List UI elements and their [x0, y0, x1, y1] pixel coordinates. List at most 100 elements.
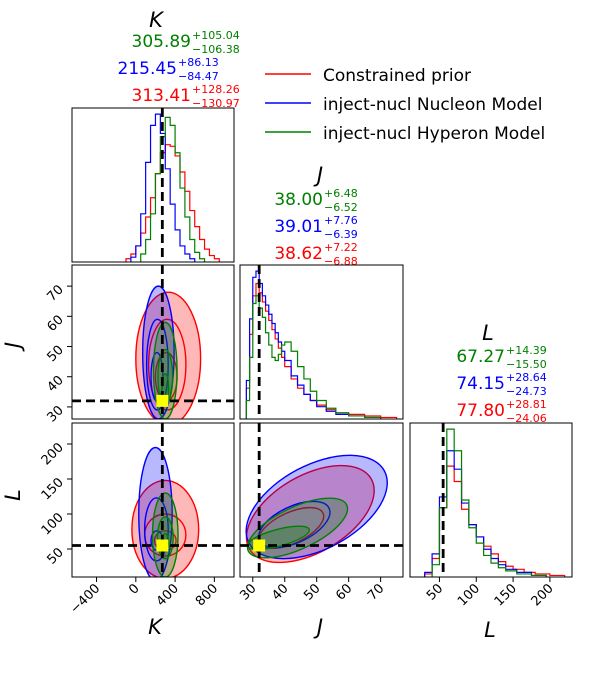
panel-k-hist-frame [71, 107, 235, 263]
panel-j-l-frame [239, 422, 404, 578]
hist-j-series-1 [245, 282, 398, 419]
title-k-plus-2: +86.13 [178, 56, 219, 69]
x-axis-j: 30 40 50 60 70 [237, 577, 387, 604]
x-tick-label-j-1: 40 [269, 581, 291, 603]
title-l: L 67.27 +14.39 −15.50 74.15 +28.64 −24.7… [456, 321, 546, 425]
x-tick-label-j-0: 30 [237, 581, 259, 603]
y-tick-label-l-2: 150 [39, 475, 67, 503]
contour-kl-series-3-level-1 [151, 492, 179, 577]
panel-l-hist: 50 100 150 200 L [409, 422, 573, 642]
title-k-plus-1: +105.04 [192, 29, 240, 42]
title-j-value-1: 38.00 [274, 190, 323, 210]
injected-marker-jl [253, 539, 266, 552]
y-axis-j-label: J [1, 342, 25, 352]
title-l-row-3: 77.80 +28.81 −24.06 [456, 398, 546, 425]
panel-j-hist-frame [239, 264, 404, 420]
hist-l-series-1 [424, 465, 566, 577]
injected-marker-kl [156, 539, 169, 552]
x-tick-label-l-2: 150 [492, 581, 520, 609]
x-tick-label-k-0: −400 [68, 581, 104, 617]
x-tick-label-j-4: 70 [365, 581, 387, 603]
panel-k-l-frame [71, 422, 235, 578]
x-axis-k: −400 0 400 800 [68, 577, 221, 617]
title-j-value-2: 39.01 [274, 217, 323, 237]
contour-jl-series-3-level-1 [246, 497, 349, 559]
legend: Constrained prior inject-nucl Nucleon Mo… [265, 66, 545, 144]
title-j-name: J [313, 163, 323, 187]
x-tick-label-k-2: 400 [154, 581, 182, 609]
title-j: J 38.00 +6.48 −6.52 39.01 +7.76 −6.39 38… [274, 163, 357, 268]
title-k-minus-2: −84.47 [178, 70, 219, 83]
title-l-value-2: 74.15 [456, 374, 505, 394]
hist-k-series-1 [125, 144, 220, 262]
title-k-value-1: 305.89 [132, 32, 191, 52]
title-j-row-2: 39.01 +7.76 −6.39 [274, 214, 357, 241]
x-tick-label-l-1: 100 [455, 581, 483, 609]
title-l-row-2: 74.15 +28.64 −24.73 [456, 371, 546, 398]
title-k-minus-3: −130.97 [192, 97, 240, 110]
title-l-row-1: 67.27 +14.39 −15.50 [456, 344, 546, 371]
title-l-value-1: 67.27 [456, 347, 505, 367]
panel-l-hist-content [424, 423, 566, 577]
panel-j-hist [239, 264, 404, 420]
panel-k-j: 30 40 50 60 70 J [1, 264, 235, 425]
title-k-row-2: 215.45 +86.13 −84.47 [118, 56, 219, 83]
y-tick-label-l-3: 200 [39, 440, 67, 468]
panel-k-l: 50 100 150 200 L −400 0 400 800 K [1, 422, 235, 639]
y-tick-label-l-1: 100 [39, 510, 67, 538]
x-tick-label-j-2: 50 [301, 581, 323, 603]
title-k-row-3: 313.41 +128.26 −130.97 [132, 83, 240, 110]
title-l-plus-1: +14.39 [506, 344, 547, 357]
x-tick-label-k-3: 800 [193, 581, 221, 609]
hist-j-series-3 [245, 295, 382, 419]
title-k-minus-1: −106.38 [192, 43, 240, 56]
panel-k-hist [71, 107, 235, 263]
title-l-plus-2: +28.64 [506, 371, 547, 384]
panel-k-hist-content [125, 108, 220, 262]
hist-k-series-2 [130, 113, 196, 262]
legend-label-nucleon: inject-nucl Nucleon Model [323, 95, 543, 115]
panel-j-hist-content [245, 265, 398, 419]
hist-k-series-3 [140, 116, 206, 262]
x-tick-label-k-1: 0 [126, 581, 142, 597]
title-j-value-3: 38.62 [274, 244, 323, 264]
x-axis-l: 50 100 150 200 [424, 577, 557, 609]
panel-k-l-content [72, 423, 234, 577]
x-axis-k-label: K [148, 615, 164, 639]
x-tick-label-l-0: 50 [424, 581, 446, 603]
title-k-row-1: 305.89 +105.04 −106.38 [132, 29, 240, 56]
title-j-plus-3: +7.22 [324, 241, 358, 254]
title-j-plus-1: +6.48 [324, 187, 358, 200]
title-l-minus-3: −24.06 [506, 412, 547, 425]
title-j-plus-2: +7.76 [324, 214, 358, 227]
y-tick-label-j-4: 70 [45, 282, 67, 304]
title-j-row-1: 38.00 +6.48 −6.52 [274, 187, 357, 214]
panel-k-j-frame [71, 264, 235, 420]
title-k: K 305.89 +105.04 −106.38 215.45 +86.13 −… [118, 8, 240, 110]
title-l-minus-2: −24.73 [506, 385, 547, 398]
y-tick-label-j-2: 50 [45, 343, 67, 365]
title-j-minus-1: −6.52 [324, 201, 358, 214]
y-axis-l: 50 100 150 200 [39, 440, 72, 568]
hist-j-series-2 [245, 270, 382, 419]
y-tick-label-j-3: 60 [45, 313, 67, 335]
y-tick-label-l-0: 50 [45, 545, 67, 567]
title-j-minus-2: −6.39 [324, 228, 358, 241]
title-l-value-3: 77.80 [456, 401, 505, 421]
y-tick-label-j-0: 30 [45, 403, 67, 425]
y-tick-label-j-1: 40 [45, 373, 67, 395]
x-tick-label-j-3: 60 [333, 581, 355, 603]
title-l-minus-1: −15.50 [506, 358, 547, 371]
title-j-row-3: 38.62 +7.22 −6.88 [274, 241, 357, 268]
y-axis-j: 30 40 50 60 70 [45, 282, 72, 425]
contour-kj-series-2-level-2 [145, 318, 169, 411]
panel-l-hist-frame [409, 422, 573, 578]
title-j-minus-3: −6.88 [324, 255, 358, 268]
hist-l-series-3 [431, 428, 547, 577]
x-tick-label-l-3: 200 [529, 581, 557, 609]
injected-marker-kj [156, 394, 169, 407]
contour-kl-series-2-level-2 [143, 497, 169, 562]
title-k-plus-3: +128.26 [192, 83, 240, 96]
title-k-value-3: 313.41 [132, 86, 191, 106]
